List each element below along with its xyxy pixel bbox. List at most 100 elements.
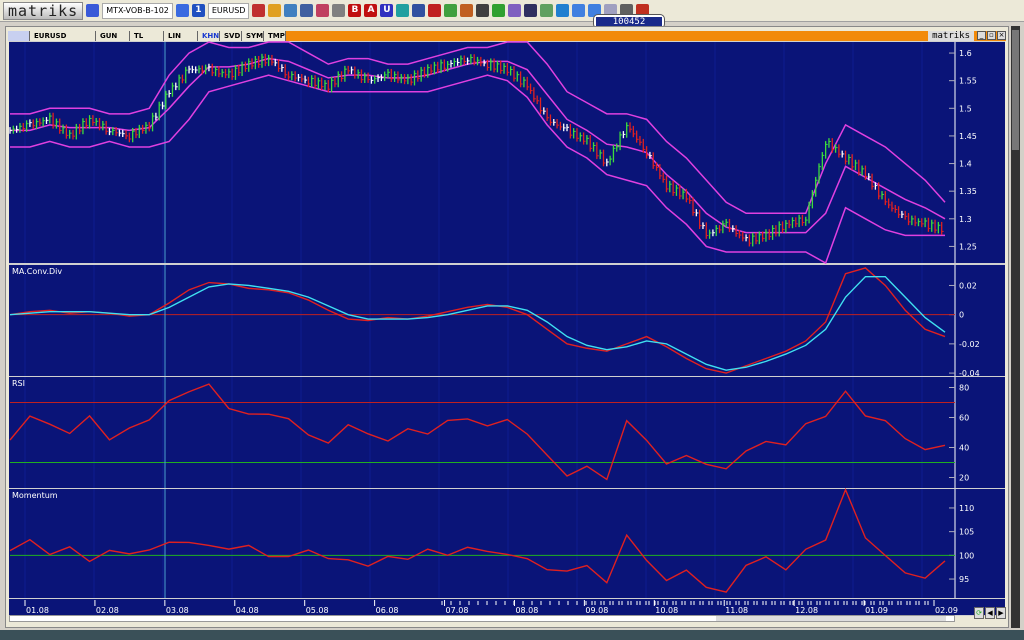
y-tick-label: 1.35 bbox=[959, 187, 977, 196]
alarm-icon[interactable] bbox=[636, 4, 650, 17]
y-tick-label: 95 bbox=[959, 575, 969, 584]
x-tick-label: 11.08 bbox=[725, 606, 748, 615]
y-tick-label: 60 bbox=[959, 414, 969, 423]
panel-title: RSI bbox=[12, 379, 25, 388]
x-tick-label: 02.09 bbox=[935, 606, 958, 615]
x-tick-label: 10.08 bbox=[655, 606, 678, 615]
x-tick-label: 02.08 bbox=[96, 606, 119, 615]
chart-tab-bar: EURUSD GUN TL LIN KHN SVD SYM TMP bbox=[8, 31, 1006, 41]
panel-1-background bbox=[9, 265, 1005, 376]
tab-tmp[interactable]: TMP bbox=[264, 31, 286, 41]
y-tick-label: -0.04 bbox=[959, 369, 980, 378]
grid-icon[interactable] bbox=[412, 4, 426, 17]
y-tick-label: 0.02 bbox=[959, 281, 977, 290]
save-icon[interactable] bbox=[86, 4, 100, 17]
pie-icon[interactable] bbox=[268, 4, 282, 17]
scroll-right-button[interactable]: ▶ bbox=[996, 607, 1006, 619]
panel-3-background bbox=[9, 489, 1005, 598]
money-icon[interactable] bbox=[444, 4, 458, 17]
x-axis bbox=[9, 599, 1005, 615]
tab-lin[interactable]: LIN bbox=[164, 31, 198, 41]
y-tick-label: 20 bbox=[959, 474, 969, 483]
draw-icon[interactable] bbox=[332, 4, 346, 17]
scale-icon[interactable] bbox=[284, 4, 298, 17]
scroll-left-button[interactable]: ◀ bbox=[985, 607, 995, 619]
clock-icon[interactable] bbox=[300, 4, 314, 17]
bold-b-icon[interactable]: B bbox=[348, 4, 362, 17]
price-badge-value: 100452 bbox=[596, 17, 662, 27]
chart-nav: ⟳ ◀ ▶ bbox=[974, 607, 1006, 619]
y-tick-label: 1.55 bbox=[959, 77, 977, 86]
macd-line bbox=[9, 267, 946, 374]
symbol-dropdown[interactable]: EURUSD bbox=[207, 2, 250, 19]
chart-line-icon[interactable] bbox=[252, 4, 266, 17]
main-toolbar: matriks MTX-VOB-B-102 1 EURUSD B A U bbox=[0, 0, 1024, 22]
matriks-logo: matriks bbox=[3, 1, 84, 20]
tab-tl[interactable]: TL bbox=[130, 31, 164, 41]
refresh-button[interactable]: ⟳ bbox=[974, 607, 984, 619]
window-minimize-button[interactable]: _ bbox=[977, 31, 986, 40]
scroll-thumb[interactable] bbox=[1012, 30, 1019, 150]
y-tick-label: 1.45 bbox=[959, 132, 977, 141]
x-tick-label: 01.08 bbox=[26, 606, 49, 615]
card-icon[interactable] bbox=[540, 4, 554, 17]
signal-line bbox=[9, 275, 946, 371]
globe-icon[interactable] bbox=[556, 4, 570, 17]
tab-gun[interactable]: GUN bbox=[96, 31, 130, 41]
x-tick-label: 01.09 bbox=[865, 606, 888, 615]
upper-band-line bbox=[10, 41, 946, 215]
table-icon[interactable] bbox=[492, 4, 506, 17]
y-tick-label: 1.25 bbox=[959, 242, 977, 251]
split-icon[interactable] bbox=[508, 4, 522, 17]
y-tick-label: 100 bbox=[959, 551, 974, 560]
tab-icons[interactable] bbox=[8, 31, 30, 41]
crosshair-icon[interactable] bbox=[396, 4, 410, 17]
window-brand-logo: matriks bbox=[928, 31, 974, 41]
eye-icon[interactable] bbox=[428, 4, 442, 17]
x-tick-label: 12.08 bbox=[795, 606, 818, 615]
traffic-light-icon[interactable] bbox=[476, 4, 490, 17]
vertical-scrollbar[interactable] bbox=[1011, 26, 1020, 628]
windows-icon[interactable] bbox=[524, 4, 538, 17]
horizontal-scrollbar[interactable] bbox=[9, 615, 955, 622]
lower-band-line bbox=[10, 74, 945, 265]
momentum-line bbox=[9, 487, 946, 593]
window-restore-button[interactable]: ▫ bbox=[987, 31, 996, 40]
x-tick-label: 06.08 bbox=[376, 606, 399, 615]
y-tick-label: 1.3 bbox=[959, 215, 972, 224]
y-tick-label: 1.5 bbox=[959, 104, 972, 113]
x-tick-label: 04.08 bbox=[236, 606, 259, 615]
text-a-icon[interactable]: A bbox=[364, 4, 378, 17]
blue-square-icon[interactable] bbox=[175, 4, 189, 17]
tab-sym[interactable]: SYM bbox=[242, 31, 264, 41]
scroll-thumb[interactable] bbox=[716, 616, 946, 621]
underline-u-icon[interactable]: U bbox=[380, 4, 394, 17]
x-tick-label: 08.08 bbox=[515, 606, 538, 615]
tab-svd[interactable]: SVD bbox=[220, 31, 242, 41]
x-tick-label: 05.08 bbox=[306, 606, 329, 615]
print-icon[interactable] bbox=[620, 4, 634, 17]
y-tick-label: 105 bbox=[959, 528, 974, 537]
panel-title: MA.Conv.Div bbox=[12, 267, 62, 276]
info-icon[interactable]: 1 bbox=[191, 4, 205, 17]
y-tick-label: 1.6 bbox=[959, 49, 972, 58]
x-tick-label: 03.08 bbox=[166, 606, 189, 615]
template-dropdown[interactable]: MTX-VOB-B-102 bbox=[102, 2, 173, 19]
window-close-button[interactable]: × bbox=[997, 31, 1006, 40]
y-tick-label: -0.02 bbox=[959, 340, 980, 349]
tab-khn[interactable]: KHN bbox=[198, 31, 220, 41]
gift-icon[interactable] bbox=[460, 4, 474, 17]
taskbar bbox=[0, 630, 1024, 640]
window-min-icon[interactable] bbox=[572, 4, 586, 17]
mail-icon[interactable] bbox=[604, 4, 618, 17]
y-tick-label: 110 bbox=[959, 504, 974, 513]
y-tick-label: 0 bbox=[959, 311, 964, 320]
panel-2-background bbox=[9, 377, 1005, 488]
tab-eurusd[interactable]: EURUSD bbox=[30, 31, 96, 41]
x-tick-label: 09.08 bbox=[585, 606, 608, 615]
rsi-line bbox=[9, 383, 946, 481]
book-icon[interactable] bbox=[316, 4, 330, 17]
window-max-icon[interactable] bbox=[588, 4, 602, 17]
y-tick-label: 80 bbox=[959, 384, 969, 393]
